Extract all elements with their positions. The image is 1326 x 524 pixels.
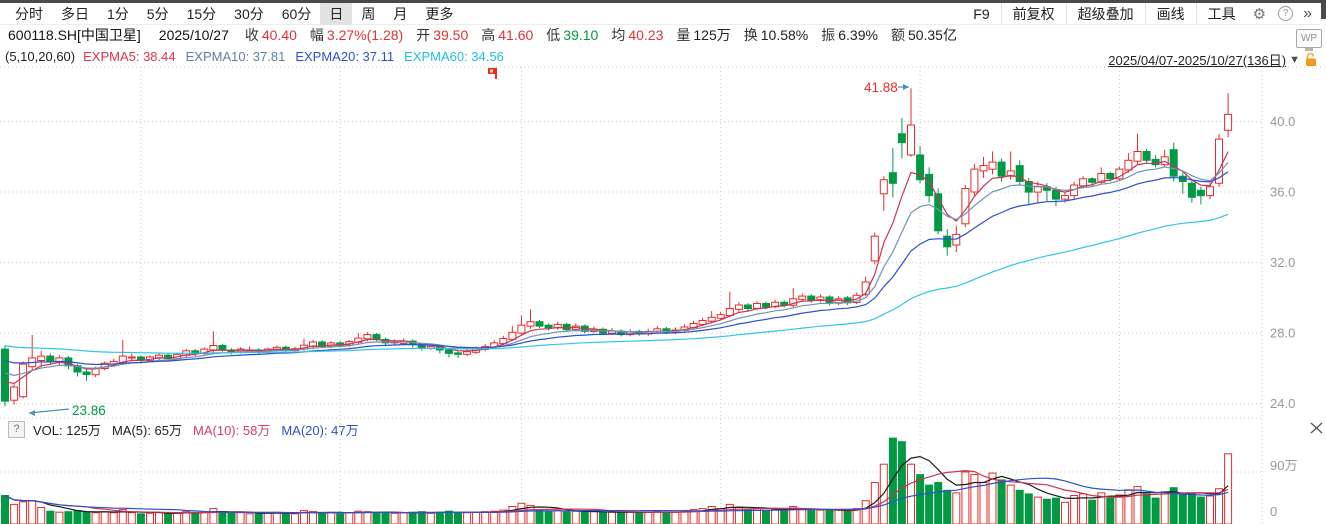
wp-monitor-icon[interactable]: WP: [1296, 29, 1322, 51]
more-chevron-icon[interactable]: »: [1303, 4, 1312, 22]
quote-field: 收 40.40: [245, 25, 297, 45]
tab-period-60分[interactable]: 60分: [281, 5, 312, 22]
toolbar-button-画线[interactable]: 画线: [1144, 2, 1196, 25]
volume-bars: [1, 437, 1233, 524]
tab-period-更多[interactable]: 更多: [425, 5, 454, 22]
quote-field-label: 换: [743, 27, 758, 43]
volume-ma-value: MA(5): 65万: [111, 422, 183, 438]
gear-icon[interactable]: ⚙: [1252, 5, 1267, 23]
quote-field: 量 125万: [676, 25, 730, 45]
quote-info-row: 600118.SH[中国卫星] 2025/10/27 收 40.40 幅 3.27%(…: [8, 25, 1296, 45]
tab-period-15分[interactable]: 15分: [186, 5, 217, 22]
svg-text:0: 0: [1270, 504, 1277, 519]
quote-field-value: 39.10: [563, 27, 599, 43]
tab-period-1分[interactable]: 1分: [107, 5, 129, 22]
period-menu-bar: 分时 多日 1分 5分 15分 30分 60分日周月更多 F9 前复权 超级叠加 画线 工具 ⚙ ?…: [0, 2, 1320, 25]
quote-field: 开 39.50: [416, 25, 468, 45]
quote-field-label: 开: [416, 27, 431, 43]
quote-field: 换 10.58%: [744, 25, 808, 45]
quote-field-value: 125万: [693, 27, 731, 43]
expma-lines: [4, 151, 1229, 385]
window-title-strip: [0, 0, 1326, 3]
close-icon[interactable]: [1310, 422, 1323, 434]
quote-field: 低 39.10: [546, 25, 598, 45]
quote-field-value: 10.58%: [760, 27, 809, 43]
expma-value: EXPMA10: 37.81: [185, 48, 286, 64]
tab-period-5分[interactable]: 5分: [146, 5, 169, 22]
toolbar-right: F9 前复权 超级叠加 画线 工具 ⚙ ? »: [962, 2, 1320, 25]
quote-field-value: 40.23: [628, 27, 664, 43]
quote-field-label: 幅: [309, 27, 324, 43]
volume-help-icon[interactable]: ?: [8, 420, 25, 438]
expma-value: EXPMA60: 34.56: [404, 48, 504, 64]
quote-field-label: 高: [481, 27, 496, 43]
volume-ma-value: MA(10): 58万: [193, 422, 271, 438]
tab-period-30分[interactable]: 30分: [234, 5, 264, 22]
quote-field-label: 额: [890, 27, 905, 43]
toolbar-button-工具[interactable]: 工具: [1195, 2, 1247, 25]
svg-text:40.0: 40.0: [1270, 114, 1295, 129]
price-annotations: 41.88 23.86: [28, 80, 909, 418]
toolbar-button-前复权[interactable]: 前复权: [1000, 2, 1066, 25]
quote-field: 额 50.35亿: [891, 25, 957, 45]
quote-field: 幅 3.27%(1.28): [310, 25, 403, 45]
quote-field-value: 40.40: [261, 27, 297, 43]
chevron-down-icon[interactable]: ▼: [1289, 53, 1300, 66]
expma-value: EXPMA5: 38.44: [83, 48, 176, 64]
indicator-params: (5,10,20,60): [5, 48, 76, 64]
window-corner-block: [1321, 0, 1326, 19]
quote-field-value: 50.35亿: [907, 27, 957, 43]
period-tabs: 分时 多日 1分 5分 15分 30分 60分日周月更多: [6, 2, 462, 25]
toolbar-button-F9[interactable]: F9: [973, 5, 990, 22]
volume-ma-lines: [4, 455, 1229, 514]
quote-field-value: 41.60: [498, 27, 534, 43]
volume-header: ? VOL: 125万 MA(5): 65万 MA(10): 58万 MA(20): …: [8, 420, 370, 438]
quote-field: 高 41.60: [481, 25, 533, 45]
svg-text:23.86: 23.86: [72, 403, 106, 418]
svg-text:90万: 90万: [1270, 458, 1297, 473]
candlesticks: [1, 88, 1233, 407]
tab-period-多日[interactable]: 多日: [61, 5, 89, 22]
svg-text:24.0: 24.0: [1270, 396, 1295, 411]
date-range-link[interactable]: 2025/04/07-2025/10/27(136日): [1108, 53, 1287, 68]
quote-field-value: 39.50: [433, 27, 469, 43]
quote-field-label: 振: [821, 27, 836, 43]
help-icon[interactable]: ?: [1278, 6, 1294, 21]
quote-field-value: 6.39%: [838, 27, 878, 43]
tab-period-月[interactable]: 月: [393, 5, 408, 22]
indicator-header: (5,10,20,60) EXPMA5: 38.44 EXPMA10: 37.81…: [5, 47, 514, 65]
quote-field-label: 低: [546, 27, 561, 43]
toolbar-button-超级叠加[interactable]: 超级叠加: [1065, 2, 1145, 25]
svg-text:36.0: 36.0: [1270, 185, 1295, 200]
tab-period-分时[interactable]: 分时: [15, 5, 43, 22]
expma-value: EXPMA20: 37.11: [295, 48, 395, 64]
quote-date: 2025/10/27: [158, 27, 229, 43]
quote-field-value: 3.27%(1.28): [326, 27, 404, 43]
svg-text:32.0: 32.0: [1270, 255, 1295, 270]
quote-field: 均 40.23: [611, 25, 663, 45]
quote-field-label: 均: [611, 27, 626, 43]
quote-field-label: 收: [244, 27, 259, 43]
svg-text:28.0: 28.0: [1270, 326, 1295, 341]
date-range-group: 2025/04/07-2025/10/27(136日) ▼: [1108, 50, 1318, 69]
unlock-icon[interactable]: [1304, 52, 1318, 67]
ex-dividend-flag-icon[interactable]: [488, 68, 497, 79]
stock-symbol: 600118.SH[中国卫星]: [8, 27, 141, 43]
tab-period-日[interactable]: 日: [320, 2, 353, 25]
grid-lines: 40.0 36.0 32.0 28.0 24.0 90万 0: [0, 66, 1326, 524]
svg-text:41.88: 41.88: [864, 80, 898, 95]
volume-ma-value: VOL: 125万: [33, 422, 101, 438]
volume-ma-value: MA(20): 47万: [281, 422, 359, 438]
tab-period-周[interactable]: 周: [361, 5, 376, 22]
quote-field: 振 6.39%: [821, 25, 878, 45]
quote-field-label: 量: [676, 27, 691, 43]
